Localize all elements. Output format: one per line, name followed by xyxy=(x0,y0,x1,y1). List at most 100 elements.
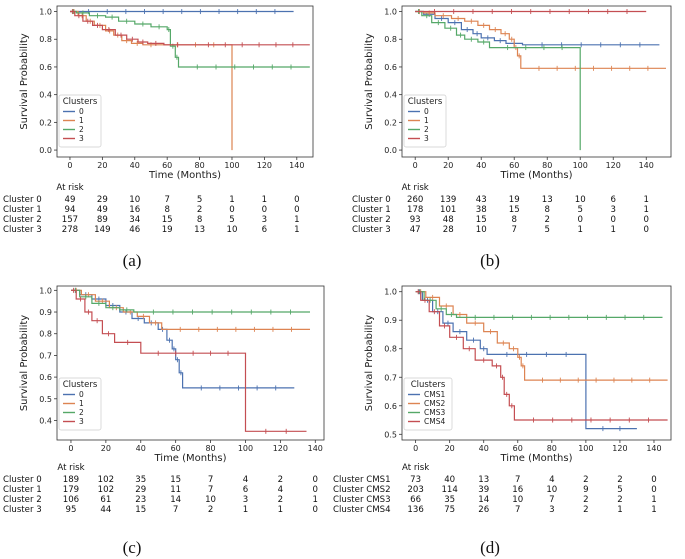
at-risk-value: 10 xyxy=(205,495,216,505)
censor-marks-2 xyxy=(72,9,292,70)
at-risk-value: 40 xyxy=(444,475,455,485)
at-risk-value: 44 xyxy=(100,505,111,515)
at-risk-row-label: Cluster 2 xyxy=(352,215,391,225)
at-risk-value: 95 xyxy=(65,505,76,515)
at-risk-value: 7 xyxy=(515,505,520,515)
at-risk-value: 114 xyxy=(441,485,457,495)
at-risk-value: 2 xyxy=(208,505,213,515)
at-risk-value: 10 xyxy=(546,485,557,495)
at-risk-row-label: Cluster 1 xyxy=(3,485,42,495)
at-risk-value: 2 xyxy=(617,495,622,505)
x-tick-label: 100 xyxy=(578,444,593,453)
at-risk-value: 1 xyxy=(611,225,616,235)
at-risk-row-label: Cluster 1 xyxy=(352,205,391,215)
y-tick-label: 0.5 xyxy=(384,430,397,439)
chart-panel-4: 0 20 40 60 80 100 120 1400.50.60.70.80.91.0Time… xyxy=(333,285,672,557)
legend-title: Clusters xyxy=(408,97,443,107)
y-tick-label: 0.9 xyxy=(39,308,52,317)
at-risk-value: 14 xyxy=(170,495,181,505)
at-risk-value: 29 xyxy=(97,195,108,205)
plot-frame xyxy=(56,5,314,158)
series-line-0 xyxy=(71,289,295,389)
x-tick-label: 140 xyxy=(289,161,304,170)
censor-marks-0 xyxy=(88,9,276,15)
series-line-2 xyxy=(70,10,310,68)
at-risk-value: 4 xyxy=(278,485,283,495)
at-risk-value: 1 xyxy=(294,215,299,225)
y-tick-label: 1.0 xyxy=(39,286,52,295)
plot-frame xyxy=(401,285,672,441)
at-risk-value: 35 xyxy=(444,495,455,505)
at-risk-value: 13 xyxy=(478,475,489,485)
at-risk-value: 1 xyxy=(313,495,318,505)
x-tick-label: 120 xyxy=(612,444,627,453)
at-risk-value: 149 xyxy=(94,225,110,235)
at-risk-value: 15 xyxy=(162,215,173,225)
legend-label-0: 0 xyxy=(79,390,84,399)
x-tick-label: 140 xyxy=(308,444,323,453)
at-risk-value: 39 xyxy=(478,485,489,495)
at-risk-value: 4 xyxy=(243,475,248,485)
at-risk-value: 1 xyxy=(644,205,649,215)
y-tick-label: 1.0 xyxy=(39,8,52,17)
legend-label-CMS4: CMS4 xyxy=(424,417,445,426)
at-risk-value: 0 xyxy=(644,225,649,235)
y-tick-label: 1.0 xyxy=(384,288,397,297)
at-risk-value: 136 xyxy=(407,505,423,515)
chart-panel-1: 0 20 40 60 80 100 120 1400.00.20.40.60.81.0Time… xyxy=(3,5,314,270)
at-risk-value: 106 xyxy=(63,495,79,505)
x-tick-label: 120 xyxy=(257,161,272,170)
at-risk-row-label: Cluster 0 xyxy=(3,475,42,485)
at-risk-value: 5 xyxy=(229,215,234,225)
at-risk-value: 102 xyxy=(98,485,114,495)
at-risk-value: 0 xyxy=(577,215,582,225)
censor-marks-2 xyxy=(74,287,291,315)
x-tick-label: 60 xyxy=(509,161,519,170)
at-risk-value: 0 xyxy=(651,485,656,495)
x-tick-label: 140 xyxy=(646,444,661,453)
y-tick-label: 0.8 xyxy=(384,345,397,354)
x-axis-label: Time (Months) xyxy=(148,170,221,181)
at-risk-value: 0 xyxy=(313,505,318,515)
legend-label-1: 1 xyxy=(424,116,429,125)
legend-title: Clusters xyxy=(63,380,98,390)
legend-box xyxy=(58,94,102,148)
at-risk-value: 7 xyxy=(164,195,169,205)
censor-marks-CMS2 xyxy=(420,289,651,383)
chart-panel-3: 0 20 40 60 80 100 120 1400.40.50.60.70.80.91.0T… xyxy=(3,285,325,557)
at-risk-row-label: Cluster 2 xyxy=(3,215,42,225)
legend-box xyxy=(403,94,447,148)
legend-label-1: 1 xyxy=(79,116,84,125)
at-risk-value: 2 xyxy=(617,475,622,485)
at-risk-value: 1 xyxy=(651,495,656,505)
at-risk-value: 2 xyxy=(278,475,283,485)
at-risk-value: 75 xyxy=(444,505,455,515)
at-risk-value: 15 xyxy=(135,505,146,515)
at-risk-value: 3 xyxy=(262,215,267,225)
at-risk-value: 10 xyxy=(476,225,487,235)
series-line-CMS2 xyxy=(415,291,668,381)
at-risk-value: 2 xyxy=(197,205,202,215)
x-tick-label: 20 xyxy=(101,444,111,453)
at-risk-value: 0 xyxy=(229,205,234,215)
at-risk-row-label: Cluster 3 xyxy=(3,505,42,515)
legend-box xyxy=(403,377,453,431)
at-risk-value: 8 xyxy=(197,215,202,225)
legend-label-CMS3: CMS3 xyxy=(424,408,445,417)
at-risk-value: 7 xyxy=(208,475,213,485)
at-risk-value: 0 xyxy=(644,215,649,225)
at-risk-value: 1 xyxy=(229,195,234,205)
at-risk-value: 8 xyxy=(511,215,516,225)
at-risk-value: 14 xyxy=(478,495,489,505)
series-line-1 xyxy=(71,289,310,330)
panel-caption: (b) xyxy=(480,251,500,270)
at-risk-value: 2 xyxy=(583,505,588,515)
series-line-CMS4 xyxy=(415,291,668,421)
y-tick-label: 0.5 xyxy=(39,395,52,404)
series-line-3 xyxy=(70,10,310,46)
y-tick-label: 0.8 xyxy=(39,330,52,339)
at-risk-value: 0 xyxy=(313,485,318,495)
at-risk-value: 179 xyxy=(63,485,79,495)
at-risk-value: 49 xyxy=(64,195,75,205)
